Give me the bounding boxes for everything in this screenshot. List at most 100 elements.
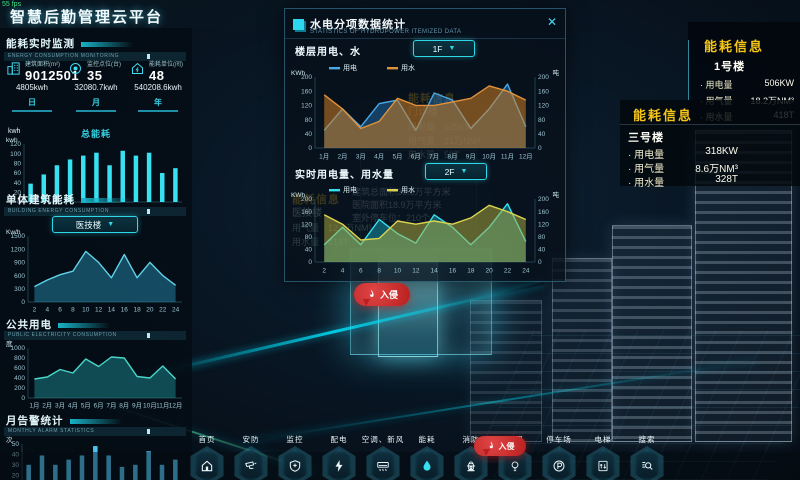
svg-text:160: 160 bbox=[538, 88, 549, 95]
svg-text:用电: 用电 bbox=[343, 185, 357, 194]
title-accent-bar bbox=[58, 322, 110, 328]
nav-item-search[interactable]: 搜索 bbox=[625, 434, 669, 480]
svg-text:120: 120 bbox=[301, 103, 312, 110]
svg-text:6月: 6月 bbox=[94, 402, 104, 410]
nav-item-label: 空调、新风 bbox=[361, 435, 405, 444]
svg-text:40: 40 bbox=[12, 452, 20, 459]
nav-item-monitoring[interactable]: 监控 bbox=[273, 434, 317, 480]
svg-text:2: 2 bbox=[322, 268, 326, 275]
svg-text:200: 200 bbox=[538, 74, 549, 81]
nav-item-home[interactable]: 首页 bbox=[185, 434, 229, 480]
svg-text:40: 40 bbox=[305, 247, 313, 254]
nav-item-power-distribution[interactable]: 配电 bbox=[317, 434, 361, 480]
period-label[interactable]: 年 bbox=[138, 96, 178, 112]
svg-text:8: 8 bbox=[377, 268, 381, 275]
svg-text:吨: 吨 bbox=[553, 68, 560, 77]
intrusion-alert-bubble[interactable]: 入侵 bbox=[354, 283, 410, 306]
nav-item-parking[interactable]: 停车场 bbox=[537, 434, 581, 480]
svg-text:900: 900 bbox=[14, 260, 25, 267]
svg-text:160: 160 bbox=[538, 209, 549, 216]
period-label[interactable]: 月 bbox=[76, 96, 116, 112]
flame-icon bbox=[489, 441, 493, 449]
svg-text:3月: 3月 bbox=[356, 153, 366, 161]
svg-text:120: 120 bbox=[538, 221, 549, 228]
period-value: 4805kwh bbox=[15, 83, 49, 92]
dropdown-value: 2F bbox=[444, 166, 455, 177]
svg-text:5月: 5月 bbox=[392, 153, 402, 161]
panel-title: 能耗信息 bbox=[633, 108, 694, 123]
stat-value: 9012501 bbox=[25, 68, 80, 83]
stat-monitor-points: 监控点位(台) 35 bbox=[68, 59, 121, 83]
alert-label: 入侵 bbox=[379, 290, 398, 300]
svg-text:200: 200 bbox=[301, 196, 312, 203]
svg-text:8月: 8月 bbox=[447, 153, 457, 161]
svg-text:2月: 2月 bbox=[42, 402, 52, 410]
row-label: · 用电量 bbox=[628, 150, 665, 161]
chevron-down-icon: ▼ bbox=[460, 168, 468, 175]
nav-item-label: 搜索 bbox=[638, 435, 656, 444]
svg-text:300: 300 bbox=[14, 286, 25, 293]
row-value: 328T bbox=[715, 174, 738, 185]
svg-text:9月: 9月 bbox=[132, 402, 142, 410]
nav-item-label: 安防 bbox=[242, 435, 260, 444]
nav-item-label: 首页 bbox=[198, 435, 216, 444]
nav-item-label: 停车场 bbox=[546, 435, 572, 444]
svg-text:7月: 7月 bbox=[106, 402, 116, 410]
svg-text:KWh: KWh bbox=[291, 70, 305, 77]
svg-text:11月: 11月 bbox=[501, 153, 514, 161]
panel-row: · 用电量 506KW bbox=[700, 78, 794, 91]
svg-text:20: 20 bbox=[486, 268, 494, 275]
close-icon[interactable]: ✕ bbox=[546, 15, 557, 29]
modal-title-icon bbox=[293, 19, 304, 30]
floor-usage-line-chart: 0 0 40 40 80 80 120 120 160 160 200 200 1月 2月 3月 4月 5月 6月… bbox=[291, 63, 560, 161]
svg-text:2: 2 bbox=[33, 307, 37, 314]
svg-text:4: 4 bbox=[341, 268, 345, 275]
chevron-down-icon: ▼ bbox=[107, 221, 115, 228]
stat-energy-units: 能耗单位(间) 48 bbox=[130, 59, 183, 83]
svg-text:24: 24 bbox=[522, 268, 530, 275]
intrusion-alert-bubble-nav[interactable]: 入侵 bbox=[474, 436, 526, 456]
svg-text:1200: 1200 bbox=[11, 246, 26, 253]
svg-text:4: 4 bbox=[45, 307, 49, 314]
building-wireframe bbox=[612, 225, 692, 442]
nav-item-label: 消防 bbox=[462, 435, 480, 444]
svg-text:80: 80 bbox=[538, 117, 546, 124]
svg-text:9月: 9月 bbox=[466, 153, 476, 161]
svg-text:120: 120 bbox=[538, 103, 549, 110]
svg-text:80: 80 bbox=[538, 234, 546, 241]
svg-text:30: 30 bbox=[12, 462, 20, 469]
energy-unit-icon bbox=[132, 62, 143, 74]
period-label[interactable]: 日 bbox=[12, 96, 52, 112]
svg-text:kwh: kwh bbox=[6, 137, 18, 144]
monitor-point-icon bbox=[70, 63, 81, 74]
svg-text:600: 600 bbox=[14, 365, 25, 372]
nav-item-energy[interactable]: 能耗 bbox=[405, 434, 449, 480]
building-selector-dropdown[interactable]: 医技楼 ▼ bbox=[52, 216, 138, 233]
svg-text:吨: 吨 bbox=[553, 190, 560, 199]
svg-text:160: 160 bbox=[301, 209, 312, 216]
svg-text:40: 40 bbox=[538, 247, 546, 254]
svg-text:16: 16 bbox=[121, 307, 129, 314]
nav-item-label: 电梯 bbox=[594, 435, 612, 444]
nav-item-hvac[interactable]: 空调、新风 bbox=[361, 434, 405, 480]
nav-item-security[interactable]: 安防 bbox=[229, 434, 273, 480]
svg-text:8: 8 bbox=[71, 307, 75, 314]
svg-text:60: 60 bbox=[14, 170, 22, 177]
period-month: 32080.7kwh 月 bbox=[64, 83, 128, 112]
stat-building-area: 建筑面积(m²) 9012501 bbox=[6, 59, 79, 83]
realtime-floor-selector-dropdown[interactable]: 2F ▼ bbox=[425, 163, 487, 180]
svg-text:1000: 1000 bbox=[11, 345, 26, 352]
energy-info-panel-building3: 能耗信息 三号楼 · 用电量 318KW · 用气量 8.6万NM³ · 用水量… bbox=[620, 100, 800, 189]
section-title-building: 单体建筑能耗 bbox=[6, 192, 133, 207]
y-axis-unit: kwh bbox=[8, 128, 21, 135]
monthly-alarm-bar-chart: 010203040501月2月3月4月5月6月7月8月9月10月11月12月次 bbox=[6, 436, 178, 480]
page-title: 智慧后勤管理云平台 bbox=[10, 9, 164, 26]
svg-text:0: 0 bbox=[308, 259, 312, 266]
floor-selector-dropdown[interactable]: 1F ▼ bbox=[413, 40, 475, 57]
section-subtitle: MONTHLY ALARM STATISTICS bbox=[4, 427, 186, 436]
nav-item-elevator[interactable]: 电梯 bbox=[581, 434, 625, 480]
svg-text:22: 22 bbox=[504, 268, 512, 275]
nav-item-label: 配电 bbox=[330, 435, 348, 444]
section-subtitle: ENERGY CONSUMPTION MONITORING bbox=[4, 52, 186, 61]
